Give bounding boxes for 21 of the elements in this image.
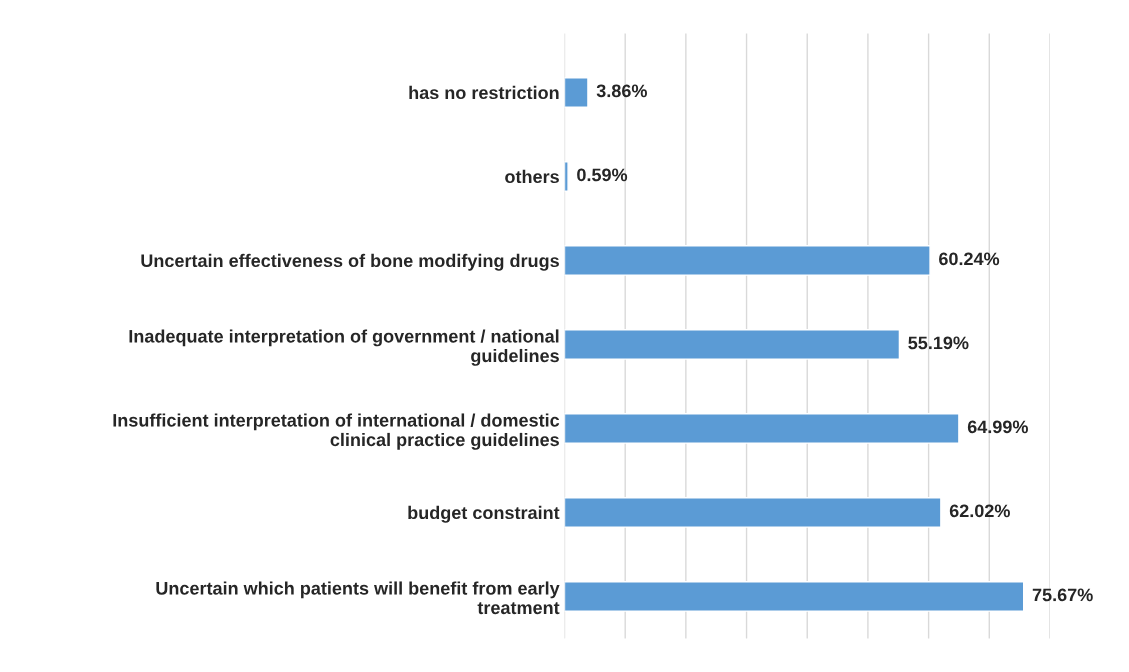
data-label: 75.67% (1032, 588, 1093, 602)
y-tick-label: Uncertain which patients will benefit from early treatment (156, 581, 560, 615)
bar (564, 413, 960, 444)
bar (564, 245, 931, 276)
y-tick-label: Inadequate interpretation of government / national guidelines (129, 329, 559, 366)
bar (564, 581, 1025, 612)
y-tick-label: budget constraint (408, 505, 560, 523)
y-tick-label: Insufficient interpretation of international / domestic clinical practice guidelines (113, 413, 560, 450)
data-label: 62.02% (949, 504, 1010, 518)
bar (564, 497, 942, 528)
y-tick-label: others (505, 169, 559, 184)
data-label: 3.86% (596, 84, 647, 98)
y-tick-label: has no restriction (409, 85, 559, 100)
data-label: 55.19% (908, 336, 969, 350)
data-label: 60.24% (939, 252, 1000, 266)
bar (564, 77, 589, 108)
y-tick-label: Uncertain effectiveness of bone modifying drugs (141, 253, 559, 271)
bar (564, 161, 569, 192)
data-label: 0.59% (577, 168, 628, 182)
data-label: 64.99% (967, 420, 1028, 434)
bar (564, 329, 901, 360)
